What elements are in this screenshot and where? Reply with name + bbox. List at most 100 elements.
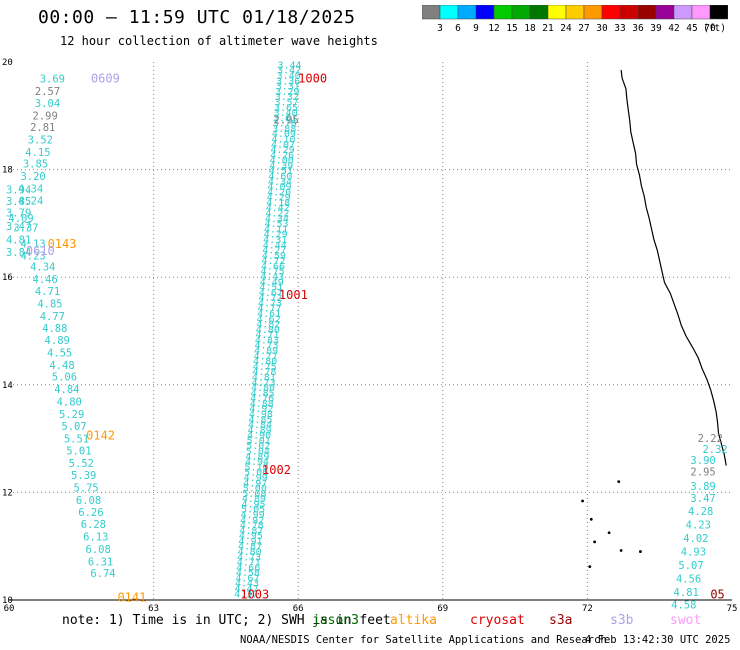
wave-height-value: 2.32 (702, 444, 727, 456)
wave-height-value: 2.22 (698, 433, 723, 445)
colorbar-tick-label: 6 (455, 23, 461, 34)
x-tick-label: 69 (437, 604, 448, 614)
track-wave-height: 4.31 (263, 235, 287, 246)
pass-time-label: 1003 (240, 588, 269, 602)
wave-height-value: 4.56 (676, 573, 701, 585)
colorbar-tick-label: 45 (686, 23, 697, 34)
track-wave-height: 4.80 (253, 357, 277, 368)
chart-subtitle: 12 hour collection of altimeter wave hei… (60, 34, 378, 48)
y-tick-label: 16 (2, 273, 13, 283)
track-wave-height: 4.72 (258, 293, 282, 304)
track-wave-height: 3.65 (274, 103, 298, 114)
wave-height-value: 4.28 (688, 506, 713, 518)
track-wave-height: 4.43 (260, 272, 284, 283)
wave-height-value: 4.93 (681, 547, 706, 559)
wave-height-value: 4.81 (6, 235, 31, 247)
wave-height-value: 3.94 (6, 185, 31, 197)
wave-height-value: 6.08 (86, 544, 111, 556)
track-wave-height: 4.59 (262, 251, 286, 262)
colorbar-tick-label: 36 (632, 23, 644, 34)
colorbar-tick-label: 21 (542, 23, 554, 34)
track-wave-height: 4.72 (261, 256, 285, 267)
track-wave-height: 4.81 (252, 372, 276, 383)
track-wave-height: 3.44 (277, 60, 301, 71)
track-wave-height: 4.51 (269, 166, 293, 177)
island (588, 565, 592, 569)
mission-s3a: s3a (549, 613, 573, 628)
wave-height-value: 4.48 (49, 360, 74, 372)
island (619, 549, 623, 552)
island (617, 480, 621, 484)
track-wave-height: 4.97 (243, 478, 267, 489)
track-wave-height: 4.92 (240, 515, 264, 526)
track-wave-height: 4.87 (239, 526, 263, 537)
track-wave-height: 4.99 (241, 510, 265, 521)
chart-title: 00:00 – 11:59 UTC 01/18/2025 (38, 7, 356, 28)
track-wave-height: 4.92 (249, 404, 273, 415)
wave-height-value: 4.85 (37, 299, 62, 311)
footer-note: note: 1) Time is in UTC; 2) SWH is in fe… (62, 613, 391, 628)
colorbar-unit: (ft) (703, 23, 726, 34)
colorbar-tick-label: 33 (614, 23, 625, 34)
mission-cryosat: cryosat (470, 613, 525, 628)
colorbar-tick-label: 18 (524, 23, 536, 34)
wave-height-value: 2.81 (30, 122, 55, 134)
x-tick-label: 60 (4, 604, 15, 614)
wave-height-value: 4.88 (42, 323, 67, 335)
track-wave-height: 3.40 (277, 71, 301, 82)
colorbar-tick-label: 3 (437, 23, 443, 34)
wave-height-value: 3.84 (6, 247, 31, 259)
track-wave-height: 4.80 (251, 383, 275, 394)
track-wave-height: 4.71 (237, 558, 261, 569)
track-wave-height: 4.18 (266, 198, 290, 209)
coastline (620, 69, 727, 466)
wave-height-value: 4.15 (25, 147, 50, 159)
y-tick-label: 14 (2, 381, 13, 391)
wave-height-value: 3.69 (40, 74, 65, 86)
colorbar-tick-label: 30 (596, 23, 608, 34)
island (593, 540, 597, 544)
track-wave-height: 5.00 (243, 484, 267, 495)
track-wave-height: 4.67 (259, 288, 283, 299)
track-wave-height: 4.75 (261, 267, 285, 278)
y-tick-label: 20 (2, 58, 13, 68)
wave-height-value: 4.84 (54, 384, 79, 396)
mission-s3b: s3b (610, 613, 634, 628)
track-wave-height: 4.29 (267, 193, 291, 204)
pass-time-label: 0143 (48, 237, 77, 251)
track-wave-height: 3.29 (275, 87, 299, 98)
island (581, 499, 584, 503)
wave-height-value: 4.34 (18, 183, 43, 195)
wave-height-value: 5.75 (73, 483, 98, 495)
colorbar-tick-label: 70 (704, 23, 716, 34)
track-wave-height: 4.98 (249, 409, 273, 420)
mission-jason3: jason3 (312, 613, 359, 628)
track-wave-height: 4.61 (257, 309, 281, 320)
track-wave-height: 4.87 (238, 542, 262, 553)
track-wave-height: 4.20 (267, 187, 291, 198)
track-wave-height: 4.75 (253, 362, 277, 373)
track-wave-height: 4.34 (265, 214, 289, 225)
wave-height-value: 3.79 (6, 208, 31, 220)
track-wave-height: 4.53 (264, 219, 288, 230)
wave-height-value: 4.23 (20, 251, 45, 263)
track-wave-height: 4.09 (267, 182, 291, 193)
wave-height-value: 4.77 (40, 311, 65, 323)
pass-time-label: 0610 (26, 244, 55, 258)
island (589, 517, 593, 521)
track-wave-height: 4.99 (244, 473, 268, 484)
track-wave-height: 5.10 (245, 462, 269, 473)
wave-height-value: 3.85 (6, 196, 31, 208)
wave-height-value: 5.07 (61, 421, 86, 433)
track-wave-height: 4.43 (235, 579, 259, 590)
x-tick-label: 75 (727, 604, 738, 614)
track-wave-height: 4.73 (237, 552, 261, 563)
wave-height-value: 5.39 (71, 470, 96, 482)
track-wave-height: 4.91 (238, 536, 262, 547)
track-wave-height: 4.71 (255, 330, 279, 341)
track-wave-height: 4.89 (254, 346, 278, 357)
wave-height-value: 3.47 (690, 493, 715, 505)
track-wave-height: 4.34 (268, 177, 292, 188)
track-wave-height: 4.10 (271, 134, 295, 145)
